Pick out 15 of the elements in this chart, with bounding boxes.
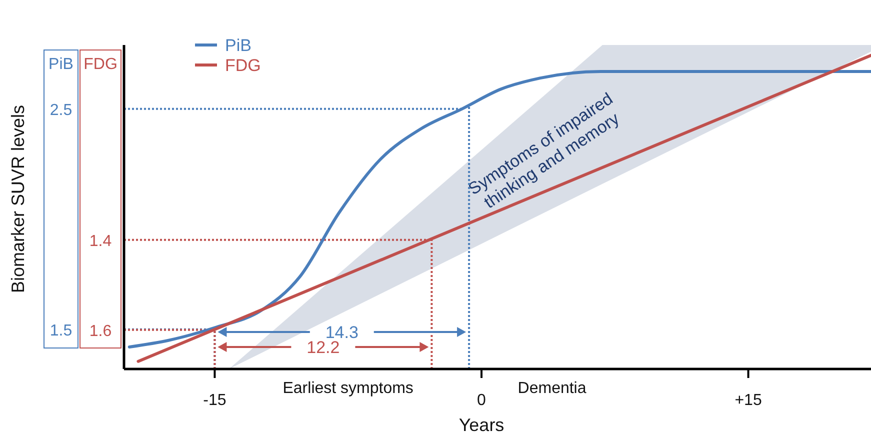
y2-tick-label: 1.4 [89,232,112,250]
x-tick-label: 0 [477,392,486,409]
legend-label: PiB [225,36,252,55]
y-axis-title: Biomarker SUVR levels [8,104,28,294]
y-tick-label: 2.5 [50,102,72,119]
x-axis-title: Years [458,415,504,435]
text: Dementia [518,380,586,397]
x-tick-label: +15 [734,392,762,409]
legend-label: FDG [225,56,261,75]
y-tick-label: 1.5 [50,322,72,340]
text: Earliest symptoms [282,380,414,397]
text: FDG [84,56,118,73]
text: PiB [48,56,74,73]
x-tick-label: -15 [203,392,226,409]
y2-tick-label: 1.6 [89,322,112,340]
